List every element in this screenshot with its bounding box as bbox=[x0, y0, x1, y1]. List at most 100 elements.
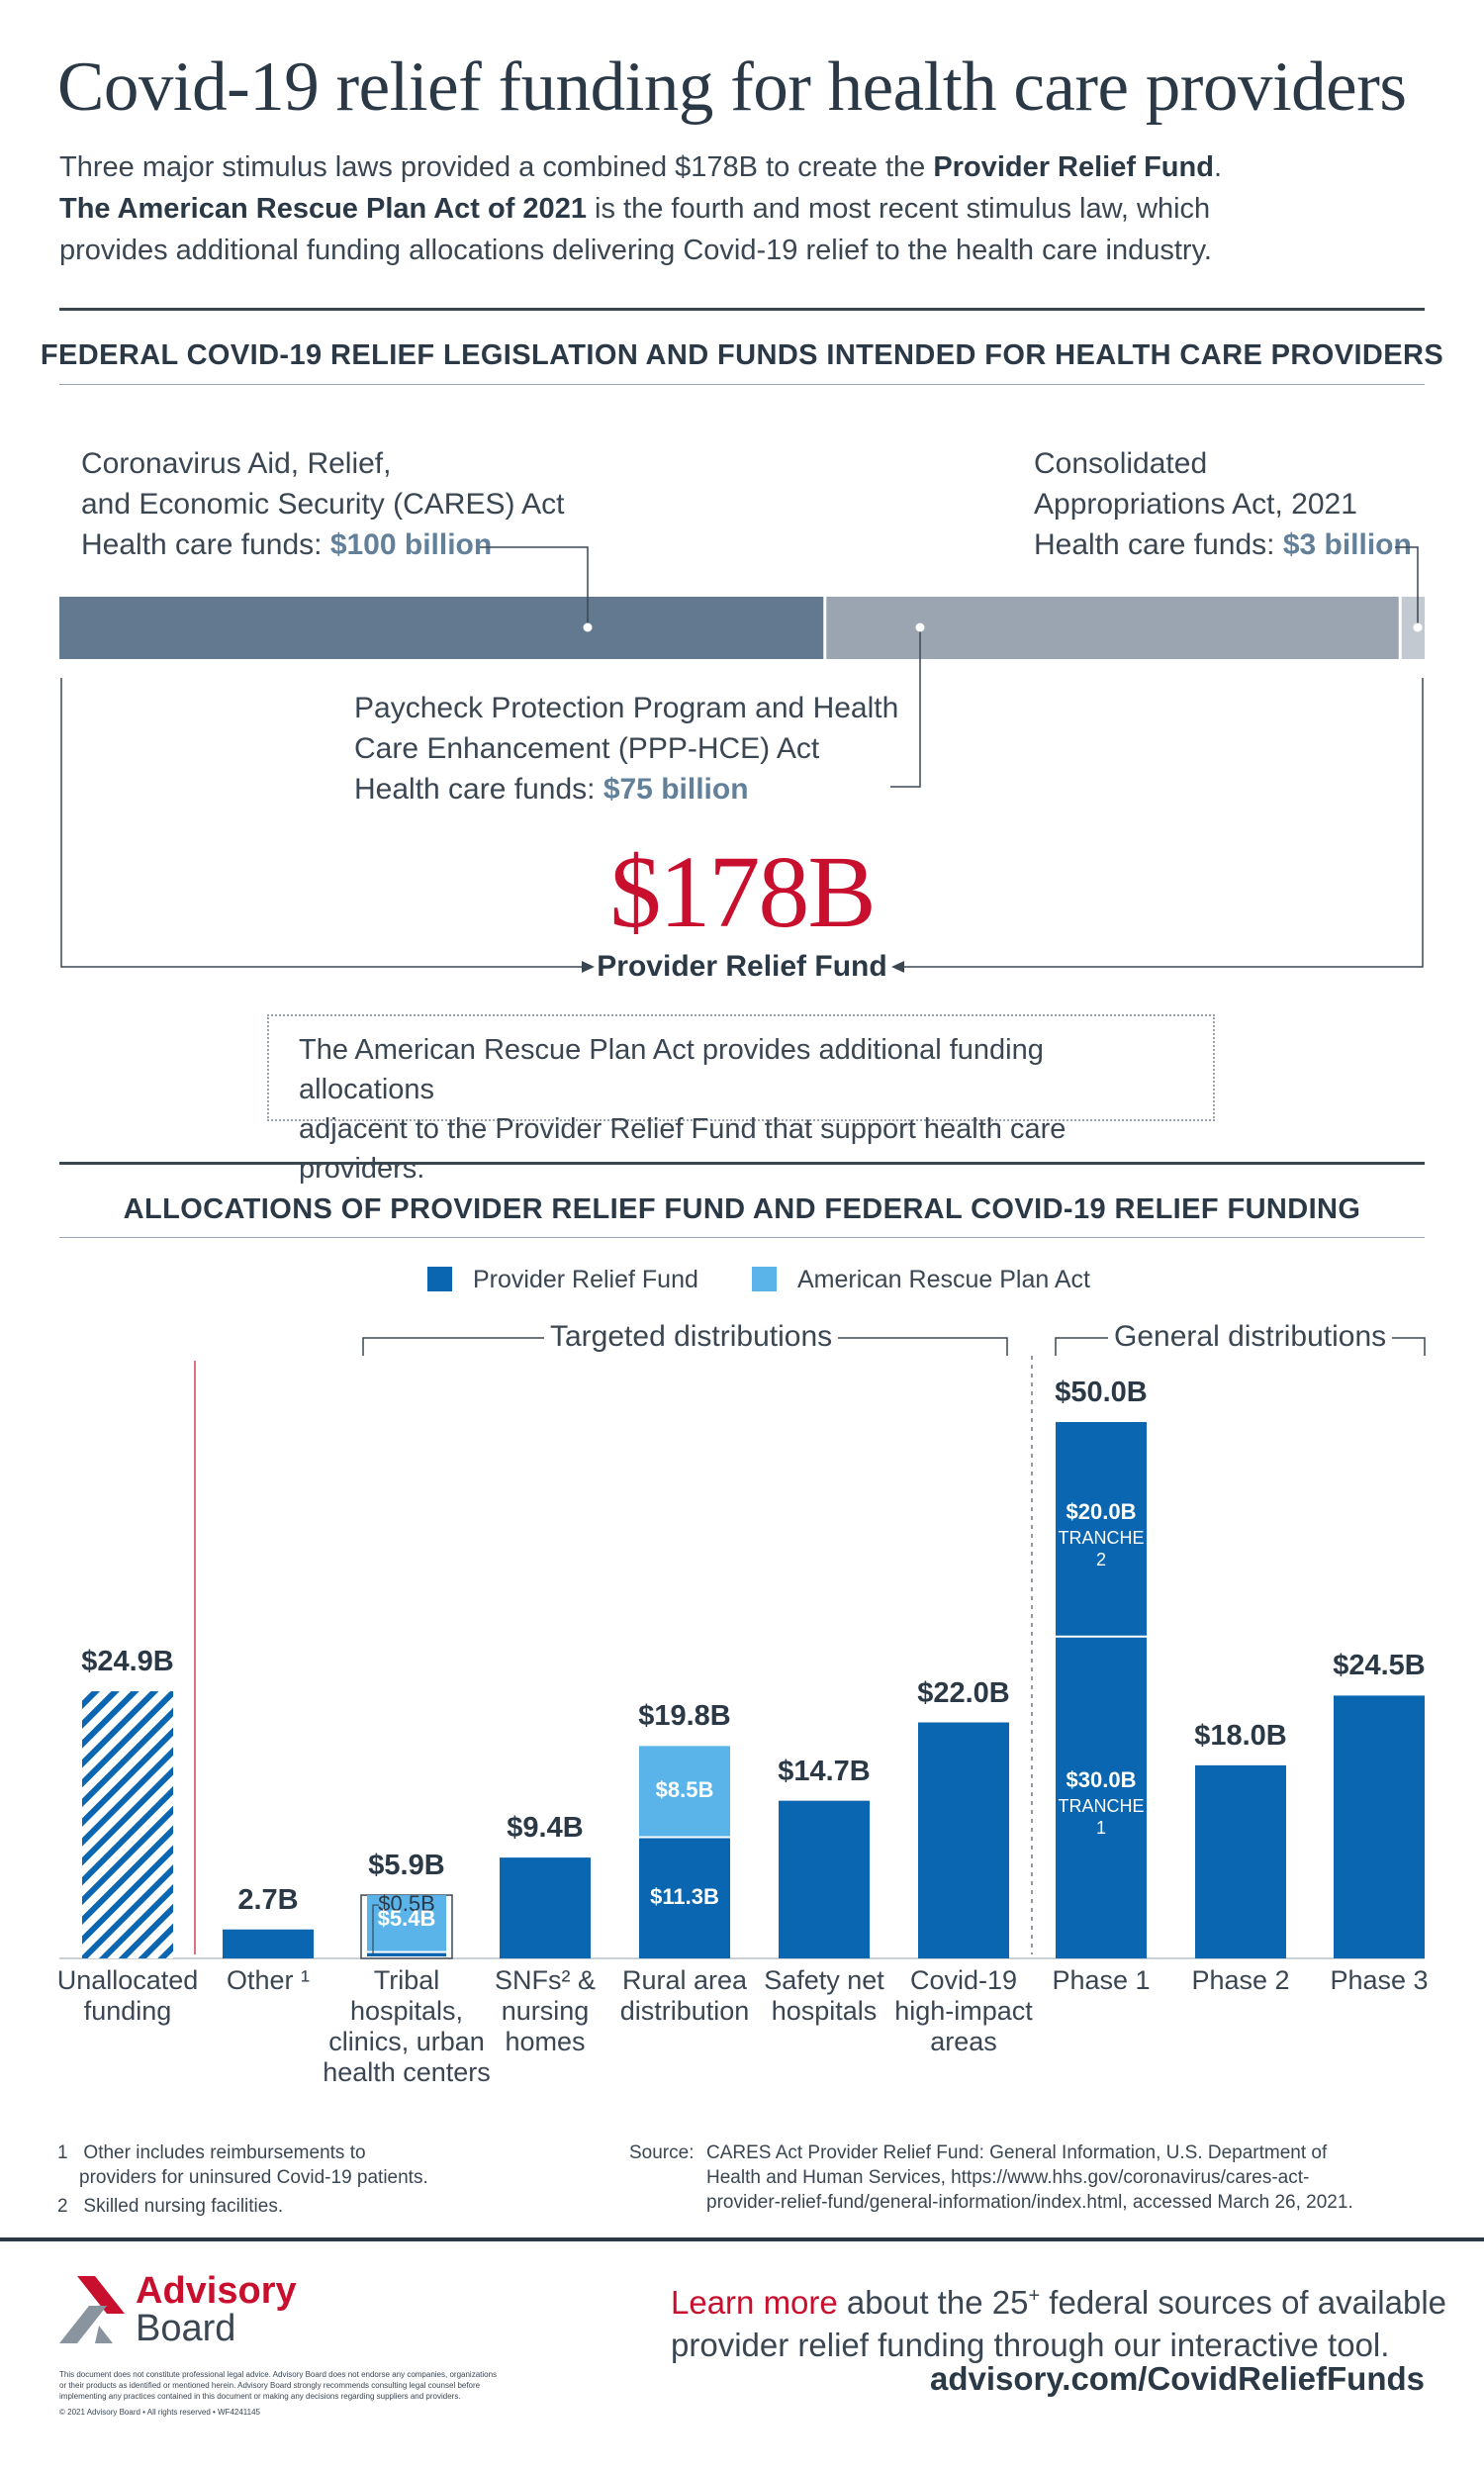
bar-phase1-seg-0-label: $30.0B bbox=[1066, 1767, 1137, 1793]
advisory-board-logo-mark bbox=[59, 2276, 125, 2343]
bracket-right bbox=[904, 678, 1424, 968]
allocations-section-title: ALLOCATIONS OF PROVIDER RELIEF FUND AND … bbox=[123, 1193, 1361, 1225]
bar-rural-seg-0-label: $11.3B bbox=[650, 1883, 719, 1909]
disclaimer-line3: implementing any practices contained in … bbox=[59, 2392, 461, 2401]
source-line1: CARES Act Provider Relief Fund: General … bbox=[706, 2142, 1328, 2163]
arp-note: The American Rescue Plan Act provides ad… bbox=[267, 1014, 1215, 1185]
ppp-line2: Care Enhancement (PPP-HCE) Act bbox=[354, 732, 820, 765]
fn2-number: 2 bbox=[57, 2196, 68, 2217]
legislation-diagram bbox=[59, 546, 1425, 973]
disclaimer: This document does not constitute profes… bbox=[59, 2369, 524, 2418]
legend-swatch-prf bbox=[427, 1267, 452, 1291]
group-label-targeted: Targeted distributions bbox=[544, 1320, 839, 1354]
disclaimer-line2: or their products as identified or menti… bbox=[59, 2381, 481, 2390]
legend-label-arp: American Rescue Plan Act bbox=[797, 1266, 1090, 1293]
source-line3: provider-relief-fund/general-information… bbox=[706, 2192, 1353, 2213]
bar-phase3-seg-0 bbox=[1334, 1695, 1425, 1958]
fn1-line2: providers for uninsured Covid-19 patient… bbox=[79, 2167, 428, 2188]
fn1-line1: Other includes reimbursements to bbox=[83, 2142, 366, 2163]
cta-part: about the 25 bbox=[837, 2284, 1029, 2321]
caa-line2: Appropriations Act, 2021 bbox=[1034, 488, 1357, 521]
legislation-bar-cares bbox=[59, 597, 824, 659]
bars-group bbox=[82, 1422, 1425, 1959]
bar-phase1-seg-1-label: $20.0B bbox=[1066, 1499, 1137, 1525]
legislation-section-title: FEDERAL COVID-19 RELIEF LEGISLATION AND … bbox=[40, 339, 1444, 371]
bar-snf-seg-0 bbox=[500, 1857, 591, 1958]
bar-unallocated-seg-0 bbox=[82, 1691, 173, 1958]
disclaimer-line1: This document does not constitute profes… bbox=[59, 2370, 498, 2379]
source-label: Source: bbox=[629, 2142, 695, 2163]
intro-line1c: . bbox=[1213, 151, 1223, 183]
bar-phase1-seg-1-tranche: TRANCHE 2 bbox=[1058, 1528, 1145, 1570]
bracket-left bbox=[60, 678, 582, 968]
total-label: Provider Relief Fund bbox=[597, 950, 887, 983]
fn2-line1: Skilled nursing facilities. bbox=[83, 2196, 284, 2217]
cta-sup: + bbox=[1028, 2285, 1041, 2307]
bar-tribal-seg-0 bbox=[367, 1952, 446, 1956]
bar-tribal-arp-label: $5.4B bbox=[377, 1905, 436, 1931]
bar-snf-category: SNFs² & nursing homes bbox=[494, 1965, 596, 2056]
caa-connector bbox=[1395, 546, 1419, 627]
bar-other-category: Other ¹ bbox=[226, 1965, 311, 1995]
bar-rural-seg-1 bbox=[639, 1746, 730, 1838]
bar-phase2-seg-0 bbox=[1195, 1764, 1286, 1958]
bar-rural-category: Rural area distribution bbox=[619, 1965, 750, 2026]
ppp-line1: Paycheck Protection Program and Health bbox=[354, 692, 899, 724]
legend-swatch-arp bbox=[752, 1267, 777, 1291]
cares-connector bbox=[480, 546, 589, 627]
bar-phase1-seg-0-tranche: TRANCHE 1 bbox=[1058, 1796, 1145, 1839]
cta-learn-more-link[interactable]: Learn more bbox=[671, 2284, 838, 2321]
bracket-left-arrow bbox=[582, 961, 595, 973]
total-amount: $178B bbox=[609, 835, 876, 949]
bar-phase1-seg-1 bbox=[1056, 1422, 1147, 1637]
bar-safetynet-category: Safety net hospitals bbox=[764, 1965, 884, 2026]
bar-safetynet-value: $14.7B bbox=[778, 1755, 871, 1787]
intro-line3: provides additional funding allocations … bbox=[59, 235, 1212, 266]
cares-line2: and Economic Security (CARES) Act bbox=[81, 488, 565, 521]
footnotes: 1 Other includes reimbursements to provi… bbox=[57, 2140, 428, 2219]
bar-other-value: 2.7B bbox=[237, 1883, 299, 1916]
ppp-amount: $75 billion bbox=[603, 773, 749, 806]
footer-divider bbox=[0, 2237, 1484, 2241]
caa-dot bbox=[1413, 622, 1423, 632]
legislation-bar-caa bbox=[1401, 597, 1425, 659]
bar-unallocated-category: Unallocated funding bbox=[56, 1965, 199, 2026]
cares-funds-prefix: Health care funds: bbox=[81, 528, 330, 561]
bar-rural-seg-0 bbox=[639, 1837, 730, 1958]
cta-url-link[interactable]: advisory.com/CovidReliefFunds bbox=[930, 2360, 1425, 2397]
intro-text: Three major stimulus laws provided a com… bbox=[59, 146, 1444, 271]
fn1-number: 1 bbox=[57, 2142, 68, 2163]
intro-line2b: is the fourth and most recent stimulus l… bbox=[586, 193, 1211, 225]
bar-phase2-value: $18.0B bbox=[1194, 1719, 1287, 1752]
bracket-right-arrow bbox=[891, 961, 904, 973]
divider bbox=[59, 308, 1425, 311]
bar-tribal-seg-1 bbox=[367, 1895, 446, 1951]
cta-line2: provider relief funding through our inte… bbox=[671, 2327, 1390, 2363]
bar-phase3-category: Phase 3 bbox=[1330, 1965, 1429, 1995]
bar-tribal-prf-label: $0.5B bbox=[378, 1891, 435, 1917]
bar-tribal-category: Tribal hospitals, clinics, urban health cen… bbox=[323, 1965, 491, 2087]
ppp-act-label: Paycheck Protection Program and Health C… bbox=[354, 688, 898, 809]
ppp-connector bbox=[890, 627, 921, 788]
caa-amount: $3 billion bbox=[1282, 528, 1412, 561]
bar-rural-seg-1-label: $8.5B bbox=[655, 1777, 714, 1803]
arp-note-line2: adjacent to the Provider Relief Fund tha… bbox=[299, 1113, 1067, 1185]
divider-thin bbox=[59, 384, 1425, 385]
bar-rural-value: $19.8B bbox=[638, 1700, 731, 1733]
legend-label-prf: Provider Relief Fund bbox=[473, 1266, 698, 1293]
bar-phase1-seg-0 bbox=[1056, 1636, 1147, 1958]
cares-dot bbox=[583, 622, 593, 632]
logo-text-advisory: Advisory bbox=[136, 2270, 297, 2312]
divider-thin bbox=[59, 1237, 1425, 1238]
cares-amount: $100 billion bbox=[329, 528, 493, 561]
intro-line2a: The American Rescue Plan Act of 2021 bbox=[59, 193, 587, 225]
source-line2: Health and Human Services, https://www.h… bbox=[706, 2167, 1310, 2188]
cta-part2: federal sources of available bbox=[1040, 2284, 1447, 2321]
bar-tribal-value: $5.9B bbox=[368, 1850, 445, 1882]
bar-safetynet-seg-0 bbox=[779, 1800, 870, 1958]
bar-covid-seg-0 bbox=[918, 1722, 1009, 1958]
bar-phase1-value: $50.0B bbox=[1055, 1377, 1148, 1408]
intro-line1a: Three major stimulus laws provided a com… bbox=[59, 151, 934, 183]
